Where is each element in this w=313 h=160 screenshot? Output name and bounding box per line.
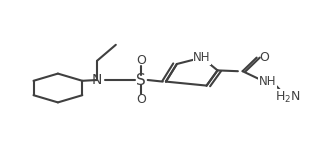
Text: O: O xyxy=(259,51,269,64)
Text: O: O xyxy=(136,93,146,106)
Text: H$_2$N: H$_2$N xyxy=(275,90,301,105)
Text: NH: NH xyxy=(193,51,211,64)
Text: S: S xyxy=(136,72,146,88)
Text: NH: NH xyxy=(259,75,276,88)
Text: O: O xyxy=(136,54,146,67)
Text: N: N xyxy=(92,73,102,87)
